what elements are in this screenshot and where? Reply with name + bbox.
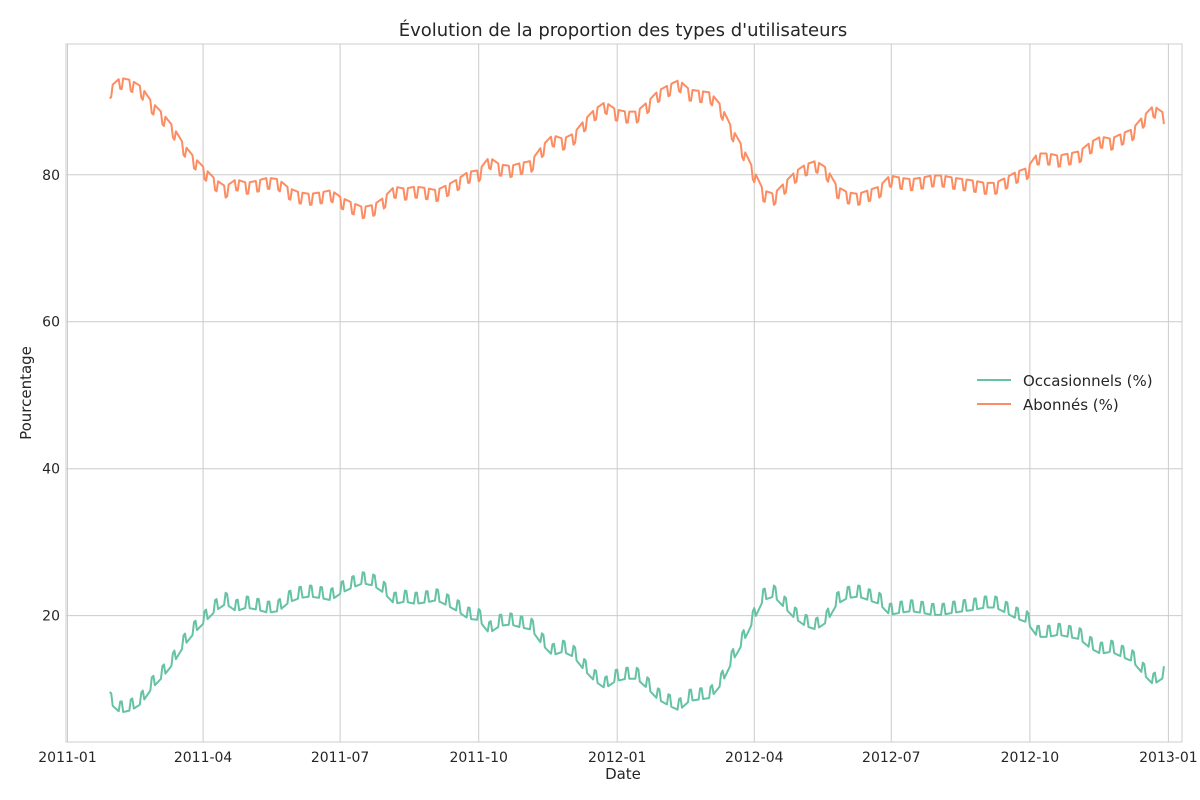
y-tick-label: 60 [42,315,60,331]
y-tick-label: 80 [42,168,60,184]
tick-labels: 2011-01 2011-04 2011-07 2011-10 2012-01 2012-… [38,168,1197,766]
legend-label-occasionnels: Occasionnels (%) [1023,372,1153,390]
grid-lines [66,44,1182,742]
x-tick-label: 2012-10 [1001,750,1060,766]
x-tick-label: 2011-04 [174,750,233,766]
series-line-abonnes [109,77,1165,220]
x-tick-label: 2012-07 [862,750,921,766]
chart-title: Évolution de la proportion des types d'u… [399,19,848,41]
x-tick-label: 2012-01 [588,750,647,766]
x-tick-label: 2011-10 [449,750,508,766]
x-axis-label: Date [605,765,641,783]
series-line-occasionnels [109,571,1165,713]
y-tick-label: 40 [42,462,60,478]
y-tick-label: 20 [42,609,60,625]
legend: Occasionnels (%) Abonnés (%) [977,372,1153,414]
series-lines [109,77,1165,713]
legend-label-abonnes: Abonnés (%) [1023,396,1119,414]
x-tick-label: 2011-01 [38,750,97,766]
x-tick-label: 2012-04 [725,750,784,766]
plot-area-frame [65,43,1183,743]
x-tick-label: 2011-07 [311,750,370,766]
y-axis-label: Pourcentage [17,346,35,440]
x-tick-label: 2013-01 [1139,750,1198,766]
